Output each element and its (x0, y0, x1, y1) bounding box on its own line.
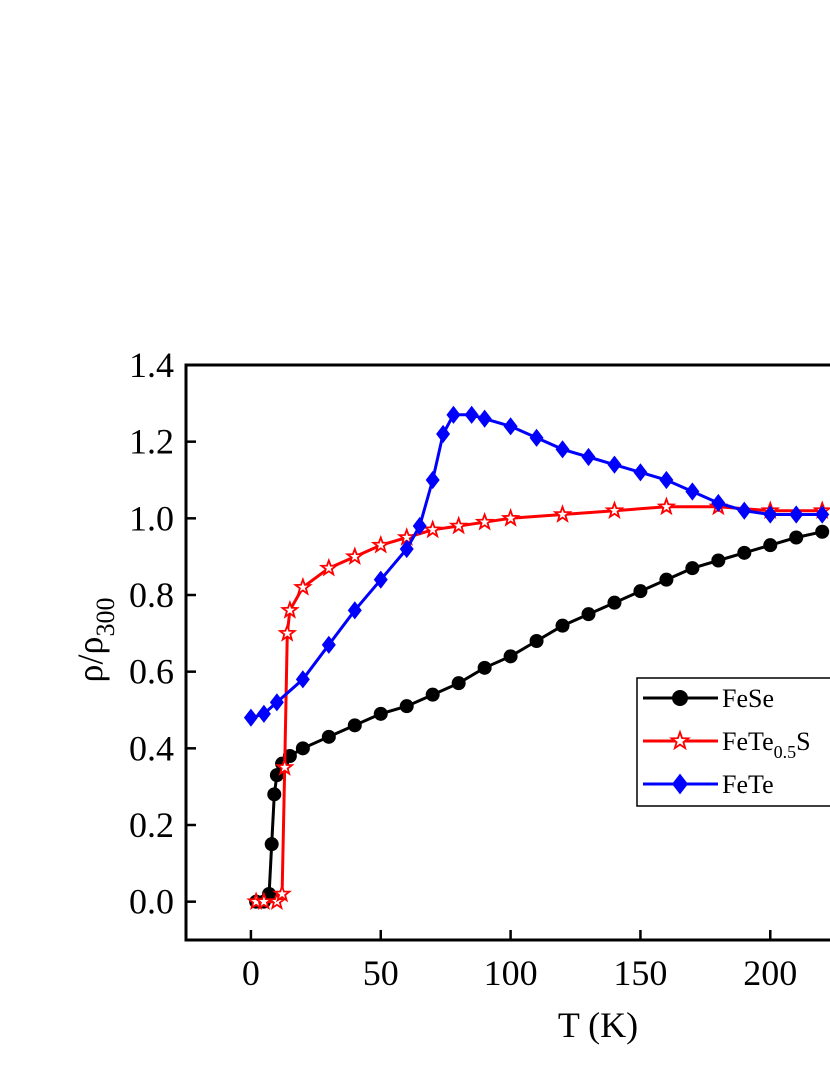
marker (503, 649, 518, 664)
marker (672, 690, 688, 706)
x-tick-label: 100 (484, 953, 538, 993)
marker (685, 561, 700, 576)
y-tick-label: 0.4 (129, 728, 174, 768)
y-axis-label-sub: 300 (91, 598, 120, 637)
y-axis-label-main: ρ/ρ (70, 637, 110, 683)
y-axis-label: ρ/ρ300 (70, 598, 120, 683)
marker (503, 417, 518, 436)
marker (464, 405, 479, 424)
marker (763, 505, 778, 524)
x-tick-label: 150 (613, 953, 667, 993)
marker (633, 584, 648, 599)
marker (552, 504, 573, 523)
marker (370, 534, 391, 554)
x-tick-label: 0 (242, 953, 260, 993)
marker (711, 553, 726, 568)
marker (412, 516, 427, 536)
marker (659, 470, 674, 490)
marker (446, 405, 461, 424)
marker (607, 595, 622, 610)
marker (448, 515, 469, 535)
marker (685, 482, 700, 501)
marker (656, 496, 677, 516)
marker (789, 505, 804, 524)
y-tick-label: 0.8 (129, 575, 174, 615)
marker (347, 601, 362, 620)
legend-label: FeTe0.5S (722, 727, 811, 762)
x-tick-label: 50 (363, 953, 399, 993)
marker (269, 693, 284, 712)
marker (264, 837, 279, 852)
marker (672, 773, 688, 795)
series-line (256, 505, 823, 904)
marker (659, 572, 674, 587)
marker (347, 718, 362, 733)
marker (292, 576, 313, 596)
marker (279, 599, 300, 619)
marker (500, 507, 521, 527)
marker (272, 883, 292, 903)
series (249, 524, 830, 909)
marker (815, 524, 830, 539)
marker (477, 409, 492, 428)
marker (529, 428, 544, 447)
marker (425, 470, 440, 490)
legend-label: FeSe (722, 684, 774, 713)
marker (295, 670, 310, 689)
marker (321, 635, 336, 654)
marker (318, 557, 339, 577)
marker (243, 708, 258, 727)
x-tick-label: 200 (743, 953, 797, 993)
marker (604, 500, 625, 520)
y-tick-label: 1.0 (129, 498, 174, 538)
marker (425, 687, 440, 702)
legend-label-sub: 0.5 (774, 742, 797, 762)
marker (399, 539, 414, 559)
marker (451, 676, 466, 691)
marker (737, 501, 752, 520)
marker (581, 607, 596, 622)
y-tick-label: 0.2 (129, 805, 174, 845)
marker (763, 538, 778, 553)
marker (669, 729, 691, 751)
marker (256, 704, 271, 723)
marker (477, 660, 492, 675)
y-tick-label: 0.0 (129, 882, 174, 922)
marker (529, 634, 544, 648)
legend-label: FeTe (722, 770, 774, 799)
marker (274, 757, 295, 776)
marker (422, 519, 443, 539)
legend-label-part: FeSe (722, 684, 774, 713)
y-tick-label: 1.4 (129, 345, 174, 385)
legend-label-part: FeTe (722, 770, 774, 799)
marker (295, 741, 310, 756)
marker (474, 511, 495, 531)
marker (789, 530, 804, 545)
marker (277, 622, 298, 642)
y-tick-label: 1.2 (129, 422, 174, 462)
marker (607, 455, 622, 474)
marker (399, 699, 414, 714)
marker (267, 787, 282, 802)
marker (373, 706, 388, 721)
marker (737, 545, 752, 560)
marker (815, 505, 830, 524)
marker (555, 618, 570, 633)
marker (555, 440, 570, 459)
series (243, 405, 830, 727)
marker (581, 447, 596, 467)
legend-label-part: S (796, 727, 810, 756)
marker (373, 570, 388, 589)
marker (633, 463, 648, 482)
marker (436, 424, 451, 444)
marker (344, 546, 365, 566)
marker (321, 729, 336, 744)
y-tick-label: 0.6 (129, 652, 174, 692)
legend-label-part: FeTe (722, 727, 774, 756)
marker (711, 493, 726, 513)
x-axis-label: T (K) (558, 1005, 638, 1045)
